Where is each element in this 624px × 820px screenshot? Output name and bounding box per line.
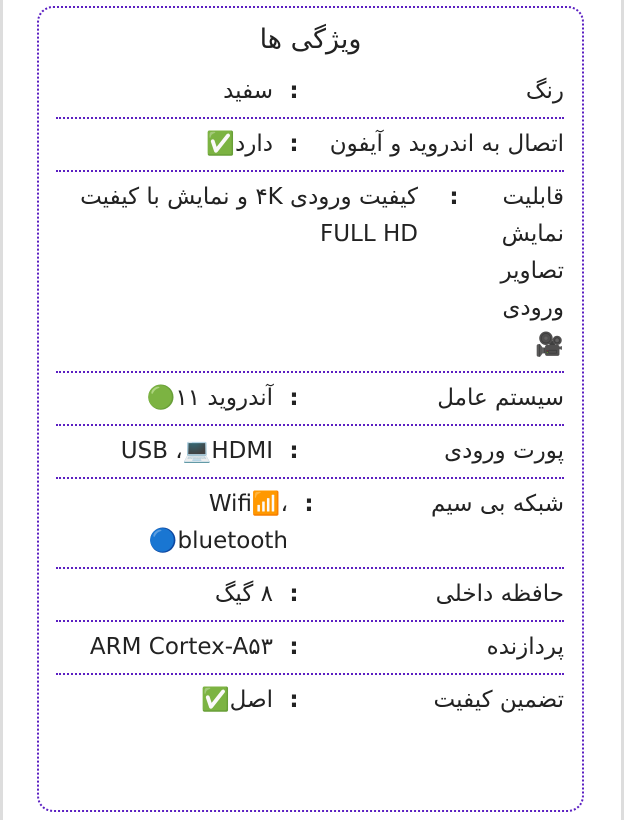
feature-colon: : — [289, 634, 299, 660]
page-edge-left — [0, 0, 3, 820]
feature-colon: : — [289, 385, 299, 411]
feature-label: رنگ — [525, 78, 564, 104]
features-card: ویژگی ها رنگ : سفید اتصال به اندروید و آ… — [37, 6, 584, 812]
feature-colon: : — [304, 491, 314, 517]
feature-value: آندروید ۱۱🟢 — [146, 385, 273, 411]
feature-label: سیستم عامل — [437, 385, 564, 411]
feature-colon: : — [289, 581, 299, 607]
feature-label: پردازنده — [486, 634, 564, 660]
feature-row-storage: حافظه داخلی : ۸ گیگ — [56, 569, 564, 622]
feature-colon: : — [289, 78, 299, 104]
feature-row-display: قابلیت نمایش تصاویر ورودی🎥 : کیفیت ورودی… — [56, 172, 564, 373]
feature-row-os: سیستم عامل : آندروید ۱۱🟢 — [56, 373, 564, 426]
feature-value: ۸ گیگ — [214, 581, 273, 607]
feature-value: کیفیت ورودی ۴K و نمایش با کیفیت FULL HD — [80, 184, 418, 247]
feature-value: ARM Cortex-A۵۳ — [89, 634, 273, 660]
feature-row-ports: پورت ورودی : USB ،💻HDMI — [56, 426, 564, 479]
feature-row-connectivity: اتصال به اندروید و آیفون : دارد✅ — [56, 119, 564, 172]
feature-label: قابلیت نمایش تصاویر ورودی🎥 — [500, 184, 564, 358]
feature-label: تضمین کیفیت — [433, 687, 564, 713]
feature-row-color: رنگ : سفید — [56, 66, 564, 119]
feature-colon: : — [289, 438, 299, 464]
feature-colon: : — [289, 131, 299, 157]
feature-label: پورت ورودی — [444, 438, 564, 464]
feature-label: اتصال به اندروید و آیفون — [329, 131, 564, 157]
feature-row-warranty: تضمین کیفیت : اصل✅ — [56, 675, 564, 726]
feature-value: دارد✅ — [206, 131, 273, 157]
features-table: رنگ : سفید اتصال به اندروید و آیفون : دا… — [56, 66, 564, 726]
feature-value: Wifi📶، 🔵bluetooth — [148, 491, 288, 554]
feature-value: اصل✅ — [201, 687, 273, 713]
features-title: ویژگی ها — [259, 24, 362, 55]
feature-colon: : — [289, 687, 299, 713]
feature-label: شبکه بی سیم — [431, 491, 564, 517]
feature-colon: : — [449, 184, 459, 210]
feature-row-processor: پردازنده : ARM Cortex-A۵۳ — [56, 622, 564, 675]
feature-label: حافظه داخلی — [435, 581, 564, 607]
page-edge-right — [621, 0, 624, 820]
feature-value: USB ،💻HDMI — [120, 438, 273, 464]
feature-value: سفید — [223, 78, 273, 104]
feature-row-wireless: شبکه بی سیم : Wifi📶، 🔵bluetooth — [56, 479, 564, 569]
